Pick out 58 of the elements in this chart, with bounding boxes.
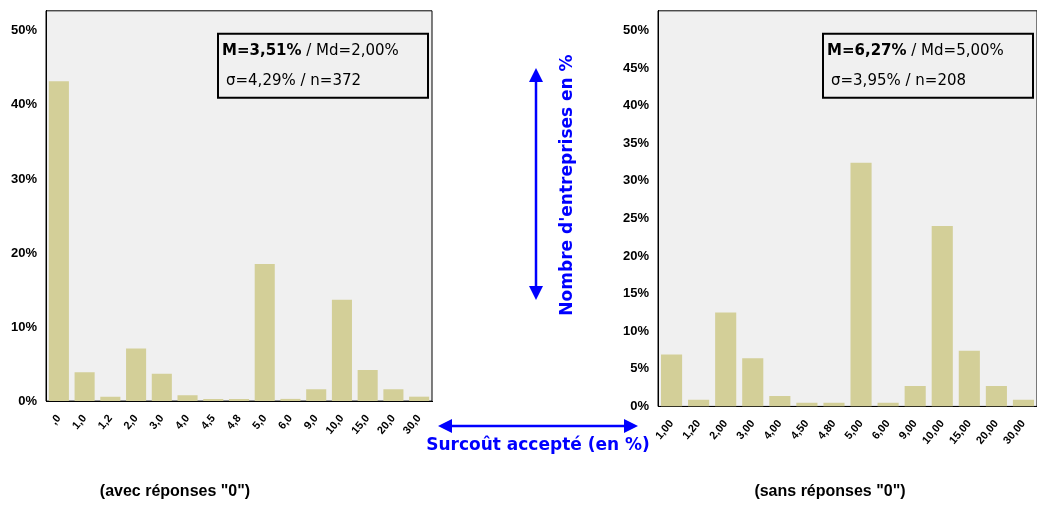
x-tick-label: 9,0	[301, 411, 321, 432]
bar	[48, 81, 69, 402]
bar	[904, 386, 926, 407]
x-axis-title: Surcoût accepté (en %)	[426, 434, 650, 454]
bar	[126, 348, 147, 402]
y-tick-label: 15%	[622, 285, 650, 301]
x-tick-label: 2,0	[120, 411, 140, 432]
bar	[100, 396, 121, 402]
x-tick-label: 1,0	[69, 411, 89, 432]
bar	[769, 395, 791, 407]
bar	[931, 225, 953, 407]
x-tick-label: 1,2	[95, 411, 115, 432]
bar	[958, 350, 980, 407]
y-tick-label: 40%	[10, 96, 38, 112]
y-tick-label: 5%	[630, 360, 650, 376]
annotation: M=6,27% / Md=5,00%	[827, 40, 1004, 59]
x-tick-label: 4,0	[172, 411, 192, 432]
text: (sans réponses "0")	[754, 482, 906, 500]
x-tick-label: 4,5	[198, 411, 218, 432]
y-tick-label: 0%	[18, 392, 38, 408]
bar	[661, 354, 683, 407]
y-tick-label: 40%	[622, 97, 650, 113]
bar	[177, 395, 198, 402]
bar	[254, 264, 275, 402]
y-tick-label: 0%	[630, 398, 650, 414]
y-tick-label: 45%	[622, 59, 650, 75]
bar	[306, 389, 327, 402]
y-tick-label: 20%	[622, 247, 650, 263]
y-tick-label: 35%	[622, 134, 650, 150]
bar	[151, 373, 172, 402]
bar	[715, 312, 737, 407]
bar	[383, 389, 404, 402]
y-tick-label: 20%	[10, 244, 38, 260]
y-tick-label: 50%	[10, 22, 38, 38]
y-tick-label: 30%	[10, 170, 38, 186]
bar	[985, 386, 1007, 407]
annotation: σ=4,29% / n=372	[226, 70, 362, 89]
bar	[409, 396, 430, 402]
x-tick-label: ,0	[47, 411, 63, 427]
y-tick-label: 10%	[622, 322, 650, 338]
x-tick-label: 3,0	[146, 411, 166, 432]
y-tick-label: 30%	[622, 172, 650, 188]
y-tick-label: 50%	[622, 21, 650, 37]
bar	[331, 299, 352, 402]
annotation: σ=3,95% / n=208	[831, 70, 967, 89]
text: (avec réponses "0")	[99, 482, 251, 500]
bar	[850, 162, 872, 407]
bar	[357, 370, 378, 402]
y-tick-label: 10%	[10, 318, 38, 334]
bar	[74, 372, 95, 402]
x-tick-label: 5,0	[249, 411, 269, 432]
bar	[280, 398, 301, 402]
bar	[742, 358, 764, 407]
annotation: M=3,51% / Md=2,00%	[222, 40, 399, 59]
y-tick-label: 25%	[622, 209, 650, 225]
y-axis-title: Nombre d'entreprises en %	[556, 54, 576, 316]
x-tick-label: 4,8	[223, 411, 243, 432]
x-tick-label: 6,0	[275, 411, 295, 432]
